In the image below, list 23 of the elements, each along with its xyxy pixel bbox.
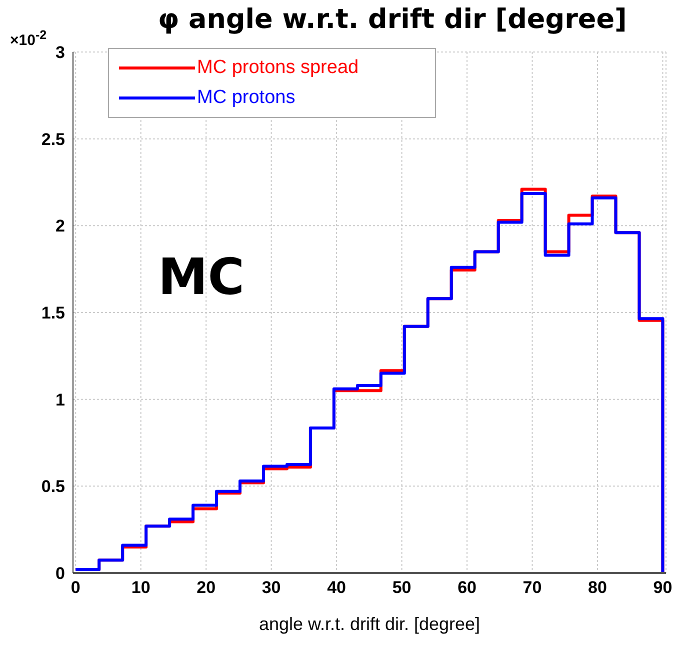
text: ×10$^{-2}$ <box>10 28 47 49</box>
y-tick-label: 0 <box>56 564 65 584</box>
x-tick-label: 30 <box>262 578 281 598</box>
annotation: MC <box>158 248 244 306</box>
x-axis-title: angle w.r.t. drift dir. [degree] <box>258 614 480 634</box>
x-tick-label: 90 <box>653 578 672 598</box>
chart-title: φ angle w.r.t. drift dir [degree] <box>158 4 627 35</box>
legend-label: MC protons spread <box>197 56 359 80</box>
y-tick-label: 0.5 <box>41 477 65 496</box>
y-tick-label: 2 <box>56 216 65 236</box>
y-tick-label: 2.5 <box>41 130 65 149</box>
x-tick-label: 60 <box>458 578 476 598</box>
y-tick-label: 1.5 <box>41 304 65 323</box>
y-tick-label: 3 <box>56 43 65 62</box>
legend-label: MC protons <box>197 86 296 110</box>
x-tick-label: 70 <box>522 578 542 598</box>
x-tick-label: 10 <box>131 578 150 598</box>
y-tick-label: 1 <box>56 390 65 410</box>
x-tick-label: 50 <box>392 578 412 598</box>
x-tick-label: 0 <box>70 578 80 598</box>
x-tick-label: 40 <box>327 578 346 598</box>
x-tick-label: 20 <box>196 578 216 598</box>
x-tick-label: 80 <box>588 578 607 598</box>
